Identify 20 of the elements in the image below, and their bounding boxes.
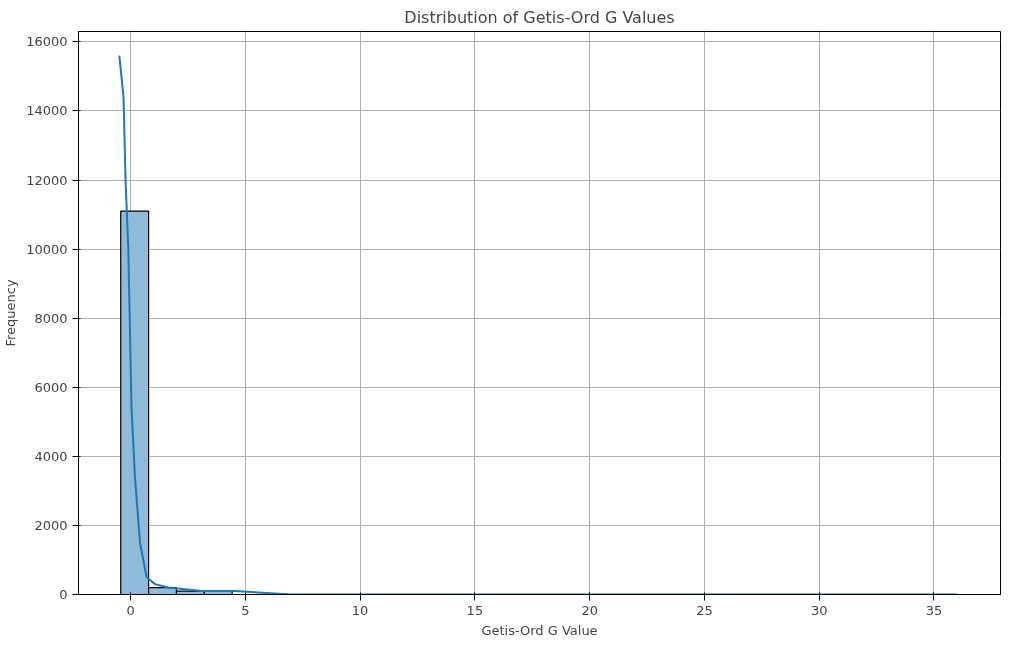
y-tick-label: 2000 (34, 517, 68, 533)
y-tick-label: 6000 (34, 379, 68, 395)
y-tick-label: 10000 (26, 241, 68, 257)
x-tick-label: 30 (810, 602, 828, 618)
y-tick-label: 12000 (26, 172, 68, 188)
y-tick-label: 4000 (34, 448, 68, 464)
y-tick-label: 14000 (26, 103, 68, 119)
x-axis-title: Getis-Ord G Value (481, 622, 598, 638)
x-tick-label: 0 (126, 602, 135, 618)
x-tick-label: 15 (466, 602, 484, 618)
x-tick-label: 10 (351, 602, 369, 618)
x-tick-label: 20 (581, 602, 598, 618)
y-tick-label: 8000 (34, 310, 68, 326)
y-axis-title: Frequency (3, 279, 19, 347)
chart-title: Distribution of Getis-Ord G Values (404, 7, 675, 27)
x-tick-label: 5 (241, 602, 250, 618)
x-tick-label: 25 (696, 602, 713, 618)
y-tick-label: 16000 (26, 34, 68, 50)
x-tick-label: 35 (925, 602, 943, 618)
y-tick-label: 0 (59, 587, 68, 602)
